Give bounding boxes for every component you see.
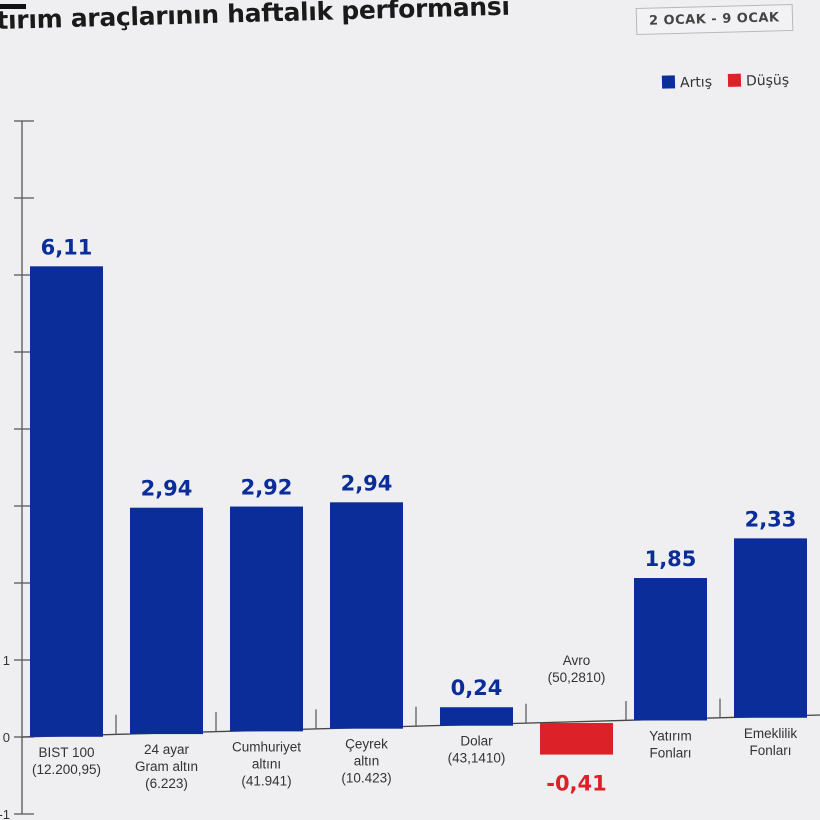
category-label: (12.200,95) [32,762,101,777]
value-label: 0,24 [451,676,503,700]
category-label: Gram altın [135,759,198,774]
category-label: BIST 100 [38,745,94,760]
category-label: 24 ayar [144,742,190,757]
category-label: (10.423) [341,771,391,786]
value-label: 2,94 [341,471,393,495]
value-label: 2,33 [745,507,797,531]
category-label: Fonları [749,743,791,758]
bar [30,266,103,737]
category-label: (6.223) [145,776,188,791]
bar [540,723,613,755]
category-label: altın [354,754,380,769]
value-label: 2,94 [141,477,193,501]
category-label: Cumhuriyet [232,739,301,754]
bar [734,538,807,718]
y-tick-label: 0 [3,730,10,745]
y-tick-label: -1 [0,807,10,820]
bar [130,507,203,735]
y-tick-label: 1 [3,653,10,668]
category-label: (41.941) [241,773,291,788]
category-label: altını [252,756,281,771]
category-label: Emeklilik [744,726,798,741]
category-label: Avro [563,653,591,668]
value-label: 6,11 [41,235,93,259]
title-accent-bar [0,4,26,9]
bar [330,502,403,729]
value-label: 2,92 [241,476,293,500]
bar [634,578,707,721]
category-label: Çeyrek [345,737,388,752]
category-label: Dolar [460,734,493,749]
bar [440,707,513,726]
category-label: (50,2810) [548,670,606,685]
bar [230,506,303,732]
value-label: 1,85 [645,547,697,571]
value-label: -0,41 [546,772,607,796]
category-label: (43,1410) [448,751,506,766]
category-label: Yatırım [649,728,692,743]
category-label: Fonları [649,745,691,760]
